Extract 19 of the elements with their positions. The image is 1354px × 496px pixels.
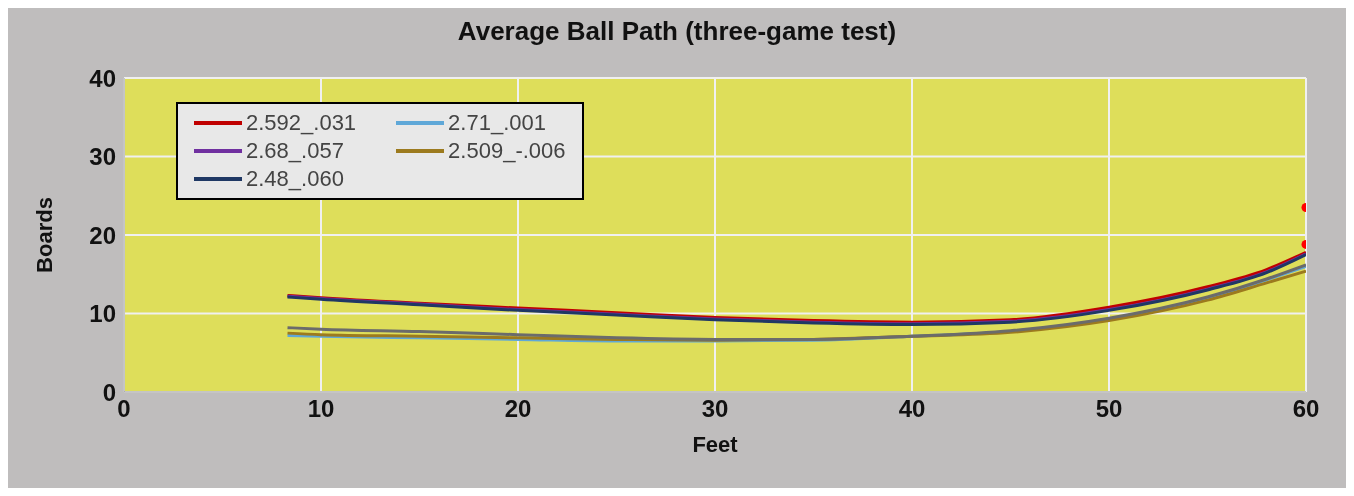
x-tick-label: 30 xyxy=(701,395,729,423)
x-tick-label: 60 xyxy=(1292,395,1320,423)
x-tick-label: 20 xyxy=(504,395,532,423)
legend-label: 2.71_.001 xyxy=(448,110,546,136)
legend-label: 2.68_.057 xyxy=(246,138,344,164)
x-axis-title: Feet xyxy=(692,432,739,457)
x-tick-label: 40 xyxy=(898,395,926,423)
y-tick-label: 30 xyxy=(89,143,116,171)
y-tick-label: 0 xyxy=(102,378,116,406)
legend-label: 2.592_.031 xyxy=(246,110,357,136)
legend-label: 2.48_.060 xyxy=(246,166,344,192)
x-tick-label: 50 xyxy=(1095,395,1123,423)
chart-title: Average Ball Path (three-game test) xyxy=(456,16,898,47)
y-tick-label: 10 xyxy=(89,300,116,328)
y-tick-label: 40 xyxy=(89,64,116,92)
y-axis-title: Boards xyxy=(31,197,57,273)
y-tick-label: 20 xyxy=(89,221,116,249)
x-tick-label: 10 xyxy=(307,395,335,423)
legend-label: 2.509_-.006 xyxy=(448,138,566,164)
